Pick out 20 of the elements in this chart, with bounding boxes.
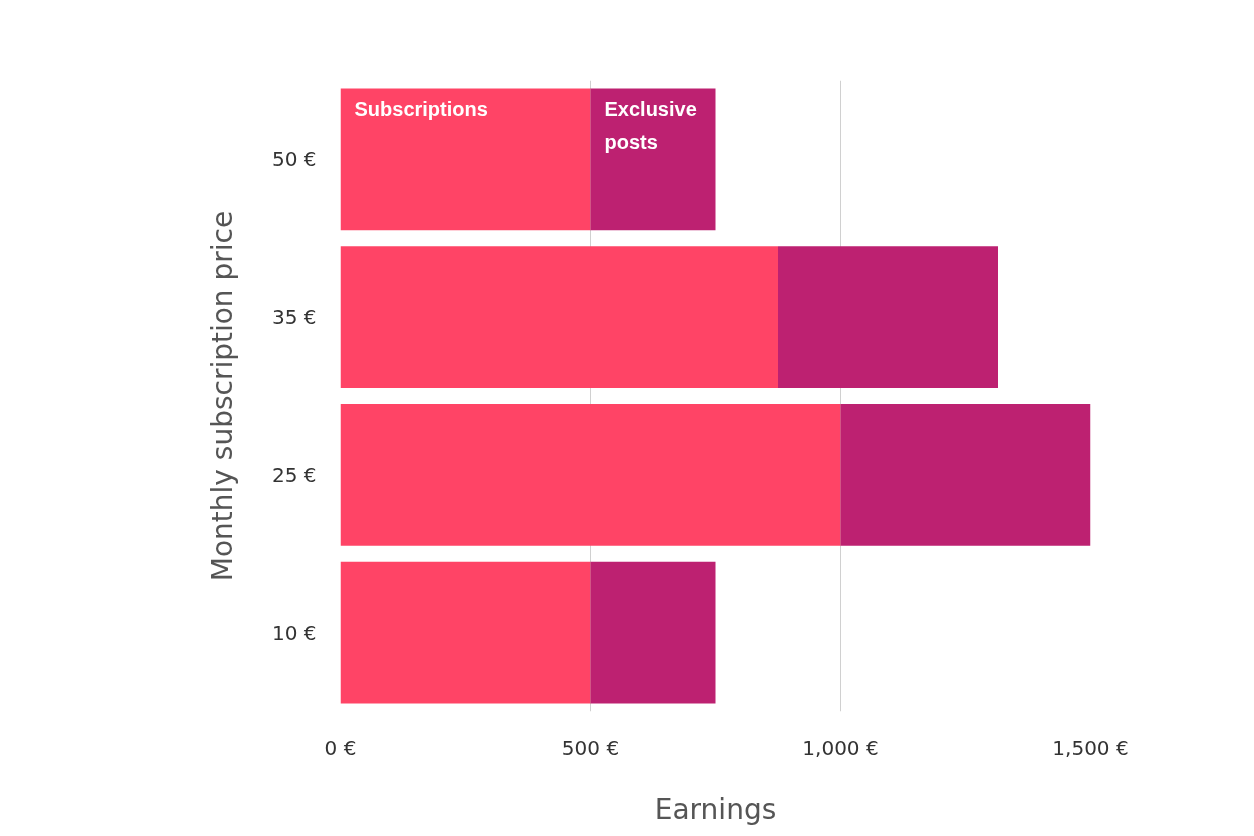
y-tick-label: 10 €: [271, 620, 317, 645]
y-tick-label: 50 €: [271, 147, 317, 172]
bar: [840, 403, 1091, 546]
x-tick-label: 1,000 €: [802, 735, 879, 760]
x-tick-label: 500 €: [561, 735, 620, 760]
bar: [778, 246, 998, 389]
bar: [340, 88, 591, 231]
y-tick-label: 25 €: [271, 462, 317, 487]
x-axis-title: Earnings: [654, 792, 777, 826]
x-tick-label: 0 €: [324, 735, 357, 760]
series-label: Subscriptions: [354, 98, 488, 121]
bar: [590, 88, 716, 231]
bar: [340, 246, 778, 389]
x-tick-label: 1,500 €: [1052, 735, 1129, 760]
series-label: Exclusive posts: [604, 98, 697, 154]
bar: [340, 561, 591, 704]
bar: [590, 561, 716, 704]
y-tick-label: 35 €: [271, 305, 317, 330]
bar: [340, 403, 841, 546]
y-axis-title: Monthly subscription price: [205, 210, 239, 582]
